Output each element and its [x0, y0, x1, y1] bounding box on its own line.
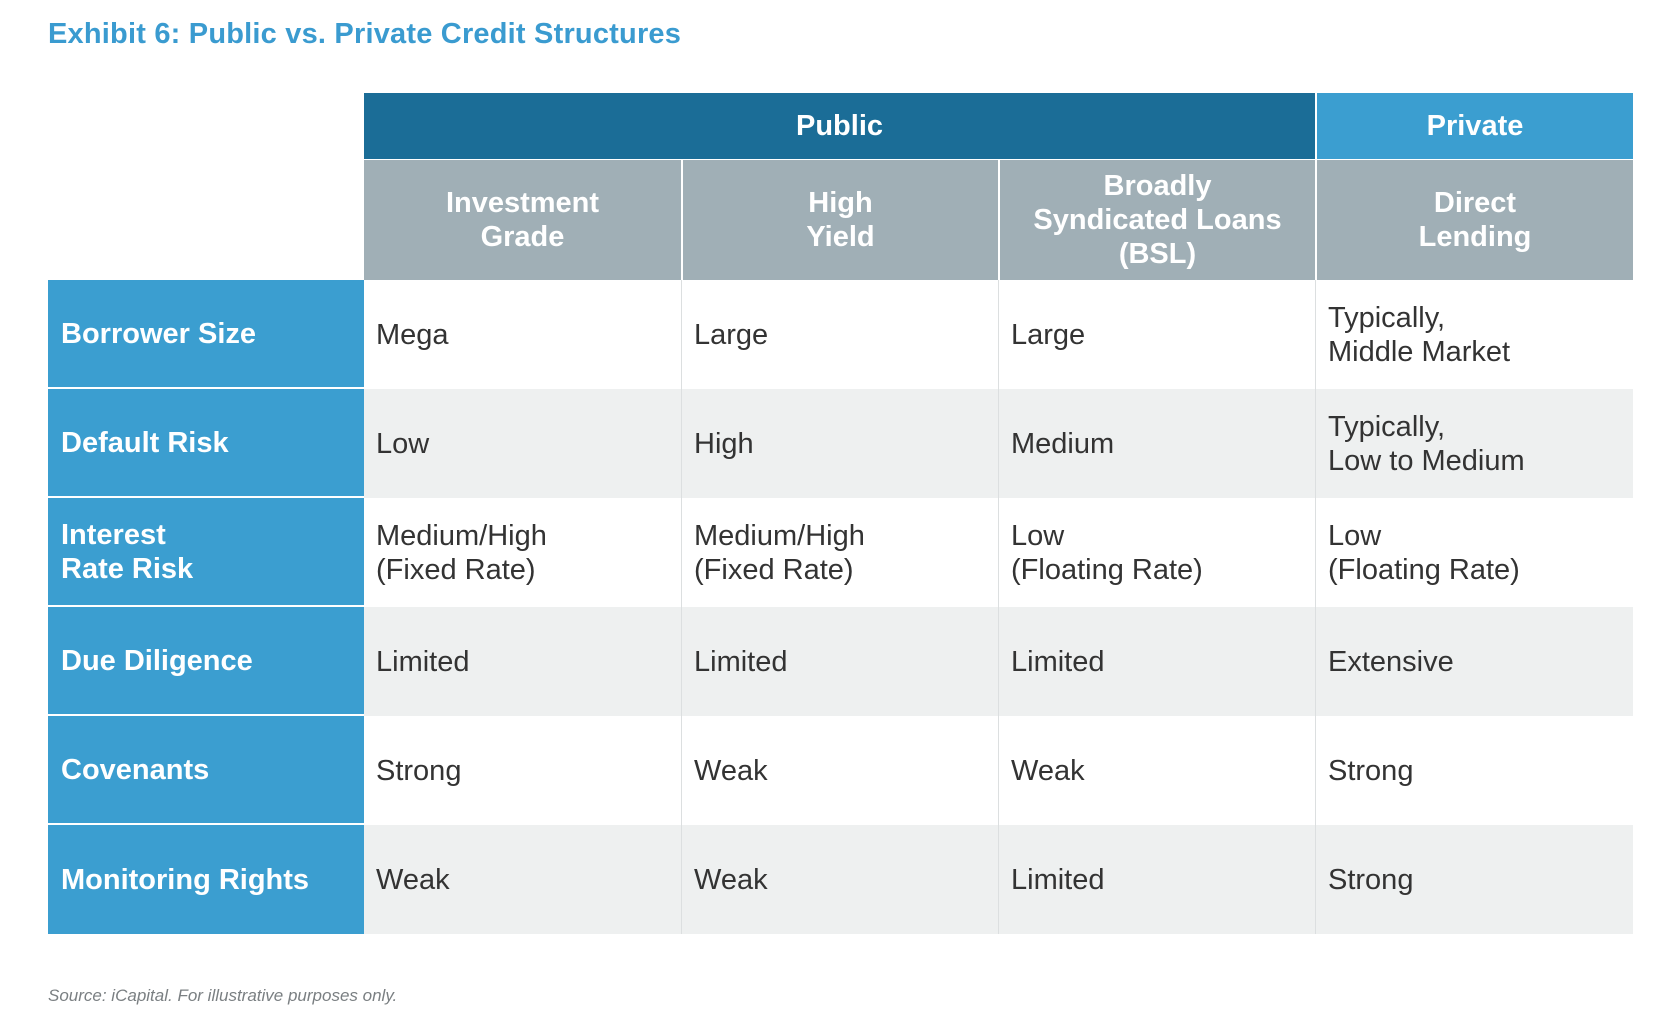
source-note: Source: iCapital. For illustrative purpo… — [48, 986, 398, 1005]
row-label-due-diligence: Due Diligence — [48, 607, 364, 716]
table-cell: Mega — [364, 280, 681, 389]
group-header-public: Public — [364, 93, 1315, 160]
table-cell: Extensive — [1315, 607, 1633, 716]
row-label-covenants: Covenants — [48, 716, 364, 825]
header-corner-blank — [48, 93, 364, 160]
table-cell: Large — [998, 280, 1315, 389]
table-cell: Limited — [681, 607, 998, 716]
column-header-bsl: Broadly Syndicated Loans (BSL) — [998, 160, 1315, 280]
column-header-high-yield: High Yield — [681, 160, 998, 280]
table-cell: Strong — [1315, 825, 1633, 934]
row-label-default-risk: Default Risk — [48, 389, 364, 498]
table-cell: Weak — [364, 825, 681, 934]
table-cell: Weak — [998, 716, 1315, 825]
table-cell: Strong — [1315, 716, 1633, 825]
exhibit-title: Exhibit 6: Public vs. Private Credit Str… — [48, 18, 682, 50]
subheader-corner-blank — [48, 160, 364, 280]
table-cell: High — [681, 389, 998, 498]
table-cell: Medium — [998, 389, 1315, 498]
row-label-interest-rate-risk: Interest Rate Risk — [48, 498, 364, 607]
table-cell: Low (Floating Rate) — [1315, 498, 1633, 607]
column-header-direct-lending: Direct Lending — [1315, 160, 1633, 280]
credit-structures-table: Public Private Investment Grade High Yie… — [48, 93, 1633, 934]
table-cell: Medium/High (Fixed Rate) — [364, 498, 681, 607]
table-cell: Limited — [998, 825, 1315, 934]
table-cell: Typically, Low to Medium — [1315, 389, 1633, 498]
table-cell: Limited — [998, 607, 1315, 716]
table-cell: Large — [681, 280, 998, 389]
table-cell: Medium/High (Fixed Rate) — [681, 498, 998, 607]
column-header-investment-grade: Investment Grade — [364, 160, 681, 280]
table-cell: Weak — [681, 716, 998, 825]
table-cell: Strong — [364, 716, 681, 825]
table-cell: Typically, Middle Market — [1315, 280, 1633, 389]
table-cell: Limited — [364, 607, 681, 716]
row-label-borrower-size: Borrower Size — [48, 280, 364, 389]
table-cell: Low — [364, 389, 681, 498]
table-cell: Low (Floating Rate) — [998, 498, 1315, 607]
group-header-private: Private — [1315, 93, 1633, 160]
table-cell: Weak — [681, 825, 998, 934]
row-label-monitoring-rights: Monitoring Rights — [48, 825, 364, 934]
